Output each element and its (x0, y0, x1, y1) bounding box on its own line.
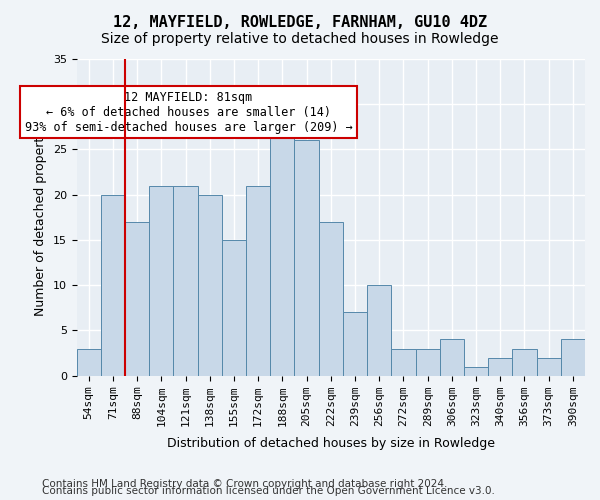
X-axis label: Distribution of detached houses by size in Rowledge: Distribution of detached houses by size … (167, 437, 495, 450)
Bar (464, 366, 488, 376)
Bar (295, 140, 319, 376)
Bar (536, 358, 561, 376)
Bar (512, 348, 536, 376)
Bar (319, 222, 343, 376)
Bar (561, 340, 585, 376)
Bar (101, 194, 125, 376)
Bar (391, 348, 416, 376)
Text: 12 MAYFIELD: 81sqm
← 6% of detached houses are smaller (14)
93% of semi-detached: 12 MAYFIELD: 81sqm ← 6% of detached hous… (25, 90, 352, 134)
Bar (343, 312, 367, 376)
Bar (222, 240, 246, 376)
Text: Size of property relative to detached houses in Rowledge: Size of property relative to detached ho… (101, 32, 499, 46)
Text: 12, MAYFIELD, ROWLEDGE, FARNHAM, GU10 4DZ: 12, MAYFIELD, ROWLEDGE, FARNHAM, GU10 4D… (113, 15, 487, 30)
Bar (173, 186, 197, 376)
Bar (197, 194, 222, 376)
Bar (149, 186, 173, 376)
Bar (270, 122, 295, 376)
Bar (367, 285, 391, 376)
Bar (77, 348, 101, 376)
Y-axis label: Number of detached properties: Number of detached properties (34, 119, 47, 316)
Text: Contains public sector information licensed under the Open Government Licence v3: Contains public sector information licen… (42, 486, 495, 496)
Bar (246, 186, 270, 376)
Bar (125, 222, 149, 376)
Text: Contains HM Land Registry data © Crown copyright and database right 2024.: Contains HM Land Registry data © Crown c… (42, 479, 448, 489)
Bar (440, 340, 464, 376)
Bar (488, 358, 512, 376)
Bar (416, 348, 440, 376)
